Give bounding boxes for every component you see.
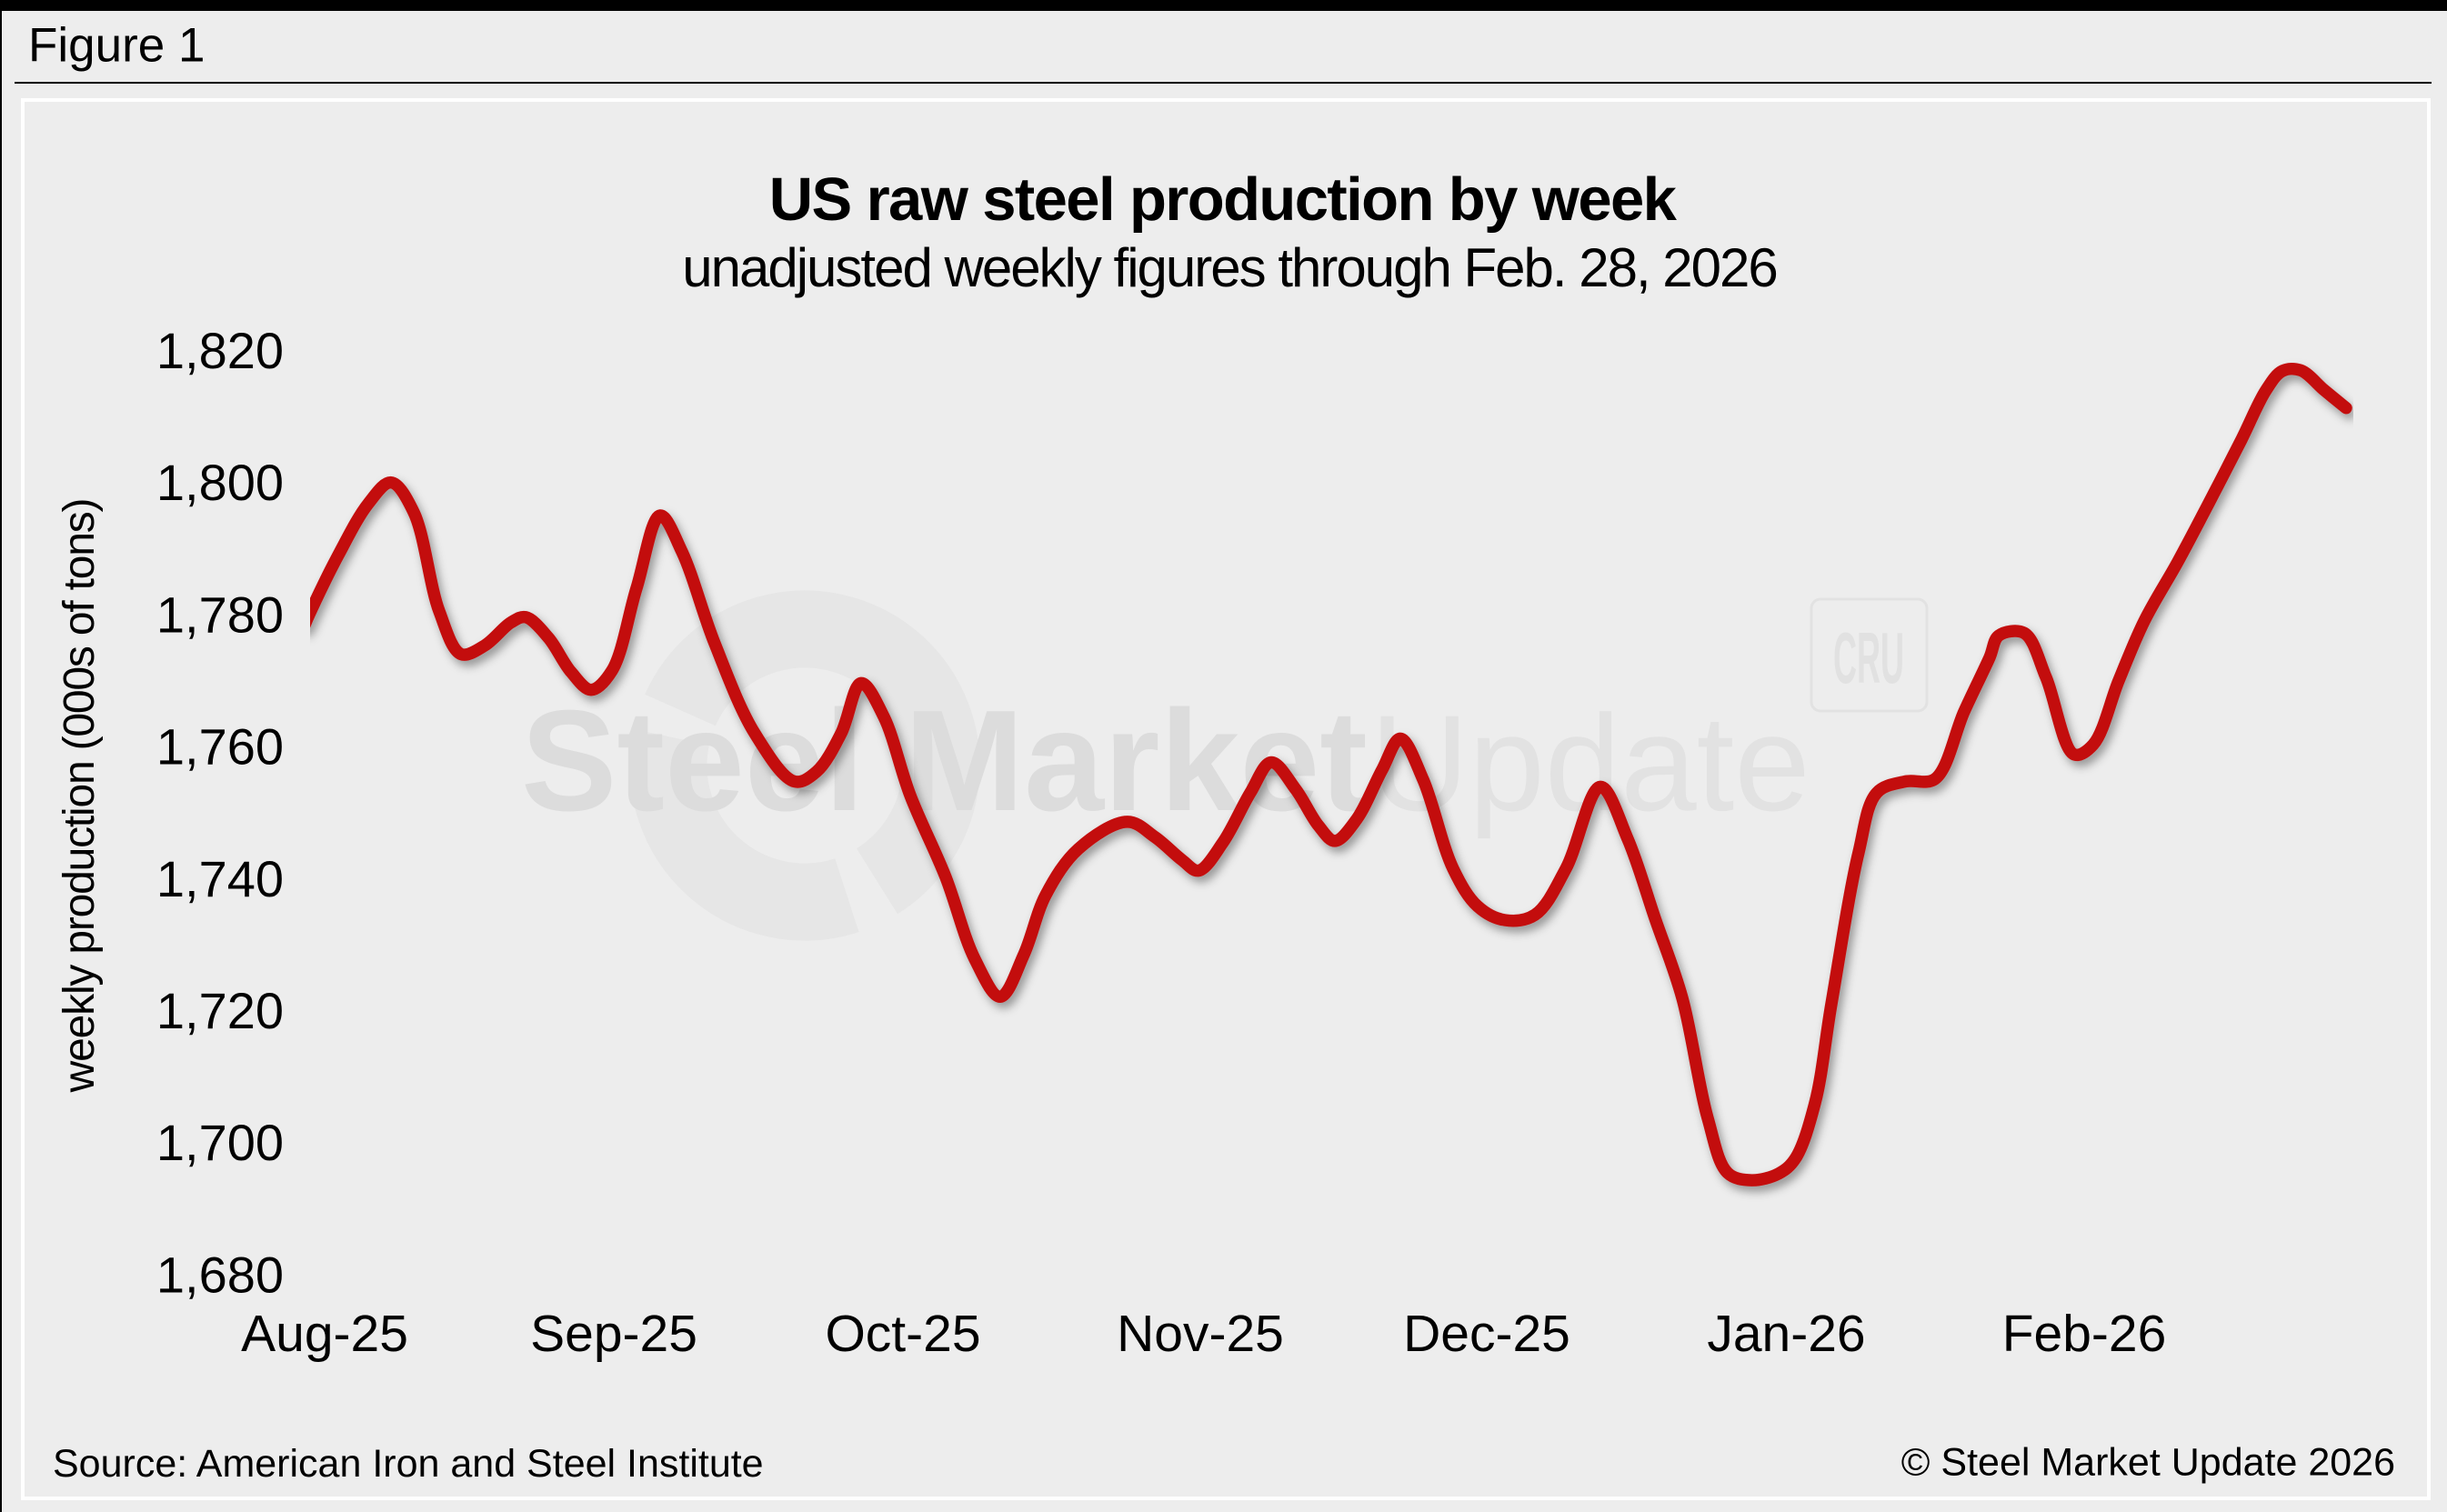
svg-text:© Steel Market Update 2026: © Steel Market Update 2026 — [1901, 1441, 2395, 1485]
svg-text:Dec-25: Dec-25 — [1403, 1305, 1570, 1363]
svg-text:unadjusted weekly figures thro: unadjusted weekly figures through Feb. 2… — [682, 237, 1777, 298]
svg-text:Source: American Iron and Stee: Source: American Iron and Steel Institut… — [53, 1442, 764, 1486]
svg-text:1,800: 1,800 — [156, 454, 284, 511]
svg-text:Aug-25: Aug-25 — [241, 1305, 408, 1363]
svg-text:Nov-25: Nov-25 — [1117, 1305, 1284, 1363]
svg-text:1,820: 1,820 — [156, 322, 284, 379]
svg-text:1,720: 1,720 — [156, 982, 284, 1039]
svg-text:US raw steel production by wee: US raw steel production by week — [769, 165, 1678, 234]
svg-text:Jan-26: Jan-26 — [1707, 1305, 1865, 1363]
svg-text:CRU: CRU — [1833, 617, 1904, 698]
svg-text:1,680: 1,680 — [156, 1247, 284, 1304]
svg-text:1,740: 1,740 — [156, 850, 284, 907]
svg-text:Oct-25: Oct-25 — [825, 1305, 980, 1363]
svg-text:Figure 1: Figure 1 — [28, 19, 205, 73]
svg-text:1,780: 1,780 — [156, 586, 284, 643]
svg-text:1,760: 1,760 — [156, 718, 284, 776]
svg-text:1,700: 1,700 — [156, 1114, 284, 1171]
svg-text:Steel Market: Steel Market — [521, 681, 1368, 841]
svg-text:Feb-26: Feb-26 — [2002, 1305, 2167, 1363]
svg-text:weekly production (000s of ton: weekly production (000s of tons) — [55, 499, 104, 1094]
svg-text:Sep-25: Sep-25 — [530, 1305, 697, 1363]
